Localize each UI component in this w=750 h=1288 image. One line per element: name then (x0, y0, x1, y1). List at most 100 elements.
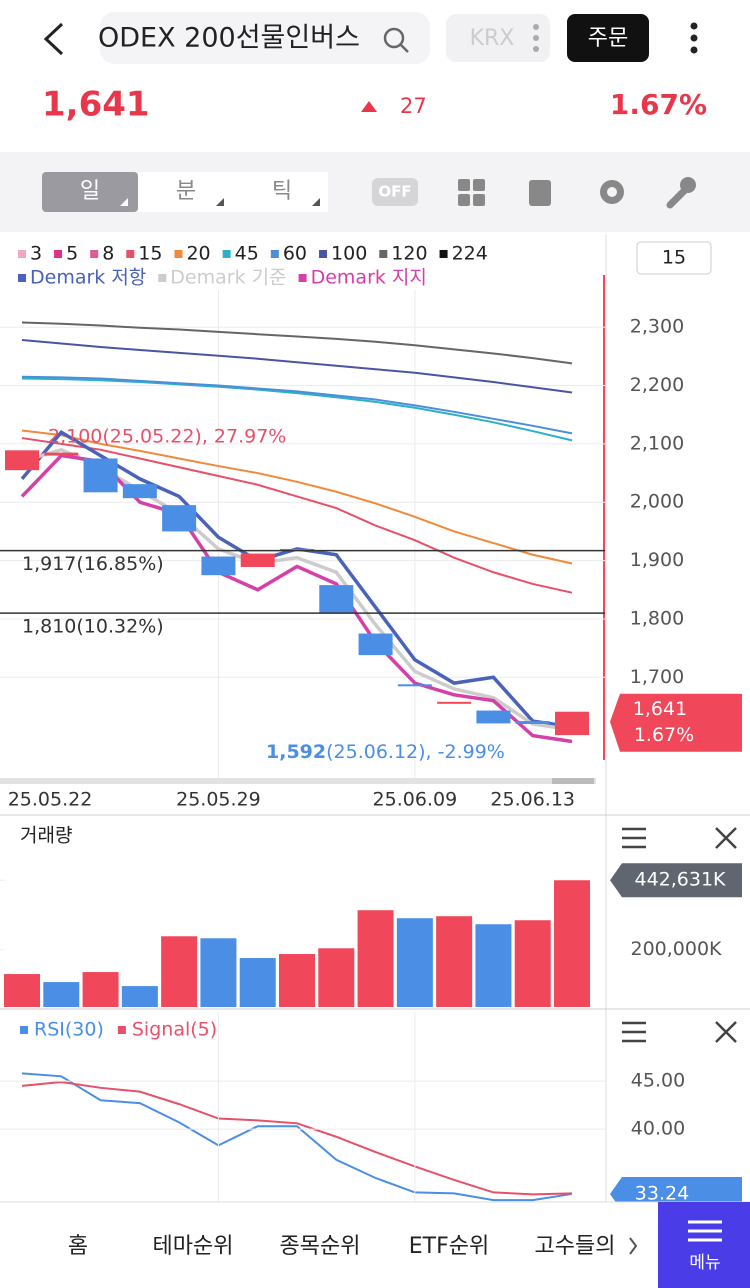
volume-bar (357, 910, 394, 1007)
pane-close[interactable] (715, 827, 737, 849)
candle (5, 450, 39, 471)
legend-swatch (54, 250, 63, 258)
ma-line (21, 321, 573, 365)
candle (476, 710, 511, 724)
candle (397, 684, 432, 687)
legend-label: RSI(30) (34, 1019, 104, 1041)
legend-label: 8 (102, 243, 114, 265)
volume-bar (436, 916, 473, 1007)
pane-menu[interactable] (622, 1021, 646, 1043)
more[interactable] (690, 22, 698, 54)
period-label[interactable]: 일 (80, 179, 100, 204)
legend-label: 3 (30, 243, 42, 265)
candle (201, 556, 236, 576)
legend-swatch (222, 250, 231, 258)
volume-bar (161, 936, 198, 1007)
volume-tick-label: 442,631K (634, 869, 726, 891)
legend-swatch (319, 250, 328, 258)
price-badge (610, 693, 742, 752)
volume-bar (279, 954, 315, 1007)
high-label: 2,100(25.05.22), 27.97% (48, 425, 286, 447)
volume-title: 거래량 (20, 825, 72, 847)
rsi-tick-label: 45.00 (631, 1070, 685, 1092)
order-button[interactable] (567, 14, 649, 62)
candle (280, 548, 314, 551)
volume-tick-label: 200,000K (630, 938, 722, 960)
rotate-icon[interactable] (529, 180, 551, 206)
candle (437, 701, 472, 704)
period-label[interactable]: 틱 (272, 179, 292, 204)
pane-close[interactable] (715, 1021, 737, 1043)
legend-label: Demark 지지 (311, 267, 427, 289)
tool-icon (680, 177, 696, 193)
period-box[interactable] (636, 241, 712, 275)
y-tick-label: 1,800 (630, 607, 684, 629)
volume-bar (200, 938, 237, 1007)
candle (515, 721, 550, 724)
legend-swatch (158, 274, 167, 282)
legend-label: 224 (452, 243, 488, 265)
legend-swatch (18, 274, 26, 282)
rsi-line (21, 1072, 573, 1202)
layout-icon[interactable] (458, 179, 485, 206)
nav-item[interactable]: 홈 (68, 1234, 88, 1259)
y-tick-label: 1,900 (630, 549, 684, 571)
search-icon (400, 44, 409, 53)
period-caret (120, 198, 128, 206)
legend-swatch (270, 250, 279, 258)
ma-line (21, 339, 573, 394)
level-label: 1,917(16.85%) (22, 553, 164, 575)
menu-label: 메뉴 (689, 1253, 720, 1273)
volume-bar (475, 924, 512, 1007)
volume-bar (43, 982, 80, 1007)
legend-swatch (117, 1026, 126, 1034)
exchange[interactable] (446, 14, 550, 62)
period-label[interactable]: 분 (176, 179, 196, 204)
period-active[interactable] (42, 172, 138, 212)
change: 27 (400, 94, 427, 118)
x-tick-label: 25.06.09 (373, 789, 458, 811)
price-badge-label: 1,641 (633, 698, 687, 720)
nav-item[interactable]: 종목순위 (280, 1234, 361, 1259)
pane-menu[interactable] (622, 827, 646, 849)
scroll-thumb (552, 778, 594, 784)
volume-bar (4, 974, 40, 1007)
scrollbar (0, 778, 596, 784)
legend-swatch (174, 250, 183, 258)
candle (555, 711, 589, 736)
level-label: 1,810(10.32%) (22, 616, 164, 638)
x-tick-label: 25.05.29 (176, 789, 261, 811)
legend-swatch (439, 250, 448, 258)
legend-label: 5 (66, 243, 78, 265)
candle (358, 633, 393, 656)
nav-item[interactable]: 테마순위 (153, 1234, 234, 1259)
title: ODEX 200선물인버스 (98, 23, 360, 54)
nav-item[interactable]: ETF순위 (409, 1234, 489, 1259)
candle (240, 553, 275, 568)
legend-label: Demark 저항 (30, 267, 146, 289)
legend-swatch (298, 274, 307, 282)
period-box-label: 15 (662, 247, 686, 269)
legend-swatch (126, 250, 135, 258)
period-group[interactable] (138, 172, 328, 212)
legend-label: Demark 기준 (170, 267, 286, 289)
back[interactable] (43, 22, 64, 56)
nav-item[interactable]: 고수들의 (535, 1234, 616, 1259)
search-icon[interactable] (383, 27, 405, 49)
x-tick-label: 25.05.22 (8, 789, 93, 811)
ma-line (21, 377, 573, 442)
up-arrow (361, 101, 377, 112)
search-box[interactable] (100, 12, 430, 64)
order-label: 주문 (588, 26, 628, 51)
toggle[interactable] (372, 178, 418, 206)
exchange-label: KRX (470, 26, 515, 51)
menu-button[interactable] (658, 1202, 750, 1288)
y-tick-label: 2,300 (630, 316, 684, 338)
candle (83, 458, 118, 493)
menu-icon (688, 1220, 722, 1242)
period-caret (312, 198, 320, 206)
legend-swatch (90, 250, 99, 258)
rsi-tick-label: 40.00 (631, 1118, 685, 1140)
price-plot (5, 321, 589, 744)
